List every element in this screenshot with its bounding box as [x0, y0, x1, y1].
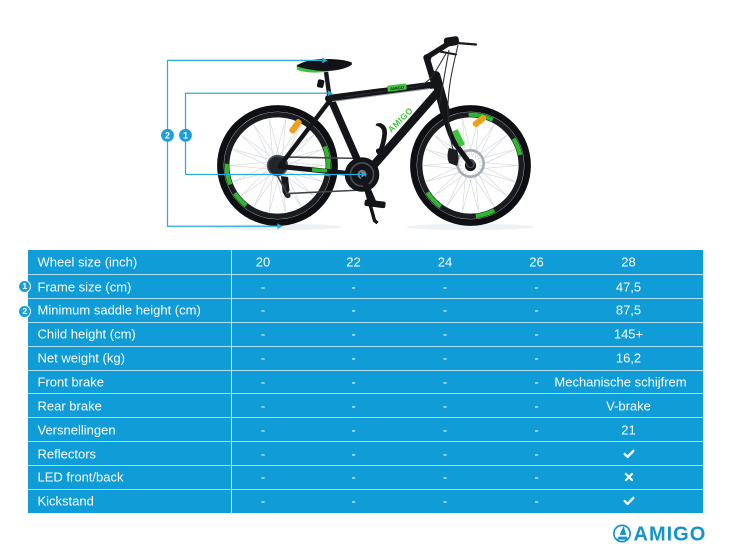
- svg-text:2: 2: [165, 131, 170, 141]
- svg-text:AMIGO: AMIGO: [634, 523, 707, 545]
- svg-text:1: 1: [183, 131, 188, 141]
- svg-text:AMIGO: AMIGO: [390, 85, 405, 92]
